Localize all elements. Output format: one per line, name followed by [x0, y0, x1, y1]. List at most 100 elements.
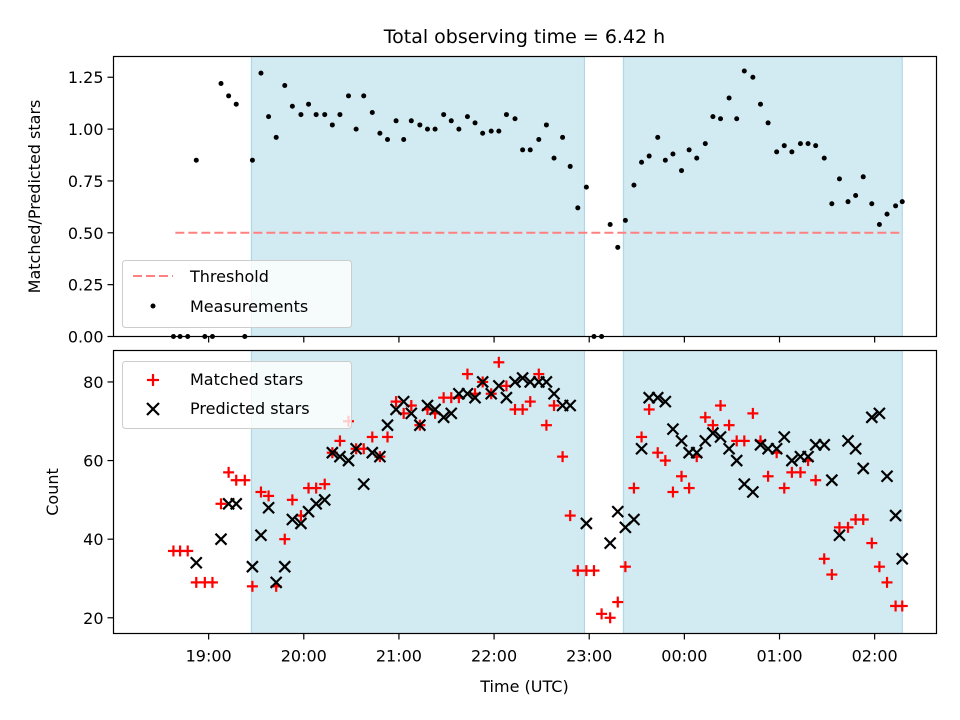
predicted-star-point [500, 391, 513, 404]
measurement-point [551, 155, 557, 161]
matched-star-point [279, 533, 291, 545]
measurement-point [361, 93, 367, 99]
predicted-star-point [246, 560, 259, 573]
predicted-star-point [421, 399, 434, 412]
x-tick-label: 20:00 [281, 647, 327, 666]
predicted-star-point [675, 434, 688, 448]
matched-star-point [588, 565, 600, 577]
measurement-point [805, 141, 811, 147]
x-tick-label: 22:00 [471, 647, 517, 666]
matched-star-point [366, 431, 378, 443]
matched-star-point [255, 486, 267, 498]
matched-star-point [652, 447, 664, 459]
measurement-point [646, 153, 652, 159]
matched-star-point [896, 600, 908, 612]
matched-star-point [699, 411, 711, 423]
matched-star-point [310, 482, 322, 494]
predicted-star-point [278, 560, 292, 573]
measurement-point [464, 114, 470, 120]
legend-matched-swatch [147, 374, 159, 386]
predicted-star-point [563, 399, 577, 412]
matched-star-point [826, 569, 838, 581]
predicted-star-point [540, 375, 553, 389]
y-tick-label: 0.75 [68, 172, 104, 191]
measurement-point [567, 163, 573, 169]
measurement-point [480, 130, 486, 136]
top-x-ticks [208, 336, 876, 343]
measurement-point [869, 201, 875, 207]
matched-star-point [778, 482, 790, 494]
predicted-star-point [889, 509, 902, 522]
measurement-point [631, 182, 637, 188]
measurement-point [249, 157, 255, 163]
measurement-point [679, 168, 685, 174]
legend-predicted-swatch [146, 402, 160, 416]
x-axis-label: Time (UTC) [479, 677, 568, 696]
legend-measurement-label: Measurements [190, 297, 308, 316]
measurement-point [512, 116, 518, 122]
predicted-star-point [651, 391, 665, 404]
predicted-star-point [357, 477, 371, 491]
matched-star-point [540, 419, 552, 431]
measurement-point [583, 184, 589, 190]
x-tick-label: 23:00 [566, 647, 612, 666]
measurement-point [639, 159, 645, 165]
measurement-point [266, 114, 272, 120]
matched-star-point [382, 431, 394, 443]
predicted-star-point [785, 454, 799, 467]
measurement-point [765, 120, 771, 126]
matched-star-point [596, 608, 608, 620]
predicted-star-point [895, 552, 909, 566]
predicted-star-point [817, 438, 831, 452]
predicted-star-point [397, 395, 410, 408]
y-tick-label: 0.25 [68, 276, 104, 295]
predicted-star-point [262, 501, 275, 515]
predicted-star-point [659, 395, 672, 408]
measurement-point [377, 130, 383, 136]
predicted-star-point [468, 391, 482, 404]
predicted-star-point [635, 442, 648, 456]
measurement-point [860, 174, 866, 180]
measurement-point [876, 222, 882, 227]
matched-star-point [564, 510, 576, 522]
matched-star-point [636, 431, 648, 443]
measurement-point [575, 205, 581, 211]
predicted-star-point [611, 505, 625, 518]
measurement-point [662, 157, 668, 163]
measurement-point [821, 155, 827, 161]
x-tick-label: 00:00 [661, 647, 707, 666]
matched-star-point [881, 576, 893, 588]
measurement-point [313, 112, 319, 118]
matched-star-point [643, 403, 655, 415]
predicted-star-point [492, 379, 506, 393]
measurement-point [233, 101, 239, 107]
predicted-star-point [666, 422, 680, 436]
predicted-star-point [580, 517, 593, 530]
predicted-star-point [366, 446, 379, 459]
predicted-star-point [516, 371, 529, 385]
measurement-point [218, 80, 224, 86]
measurement-point [615, 244, 621, 250]
matched-star-point [334, 435, 346, 447]
matched-star-point [794, 466, 806, 478]
measurement-point [488, 128, 494, 134]
predicted-star-point [254, 528, 268, 542]
predicted-star-point [801, 450, 815, 463]
observing-window [623, 350, 903, 634]
matched-star-point [810, 474, 822, 486]
measurement-point [503, 112, 509, 118]
measurement-point [226, 93, 232, 99]
predicted-star-point [342, 454, 355, 467]
y-tick-label: 1.00 [68, 120, 104, 139]
top-legend: Threshold Measurements [122, 260, 352, 328]
measurement-point [393, 118, 399, 124]
top-y-ticks: 0.00 0.25 0.50 0.75 1.00 1.25 [68, 68, 114, 347]
predicted-star-point [294, 517, 308, 530]
x-tick-label: 02:00 [852, 647, 898, 666]
measurement-point [193, 157, 199, 163]
measurement-point [622, 217, 628, 223]
measurement-point [527, 147, 533, 153]
bottom-y-ticks: 20 40 60 80 [83, 373, 114, 628]
predicted-star-point [746, 485, 760, 499]
matched-star-point [215, 498, 227, 510]
